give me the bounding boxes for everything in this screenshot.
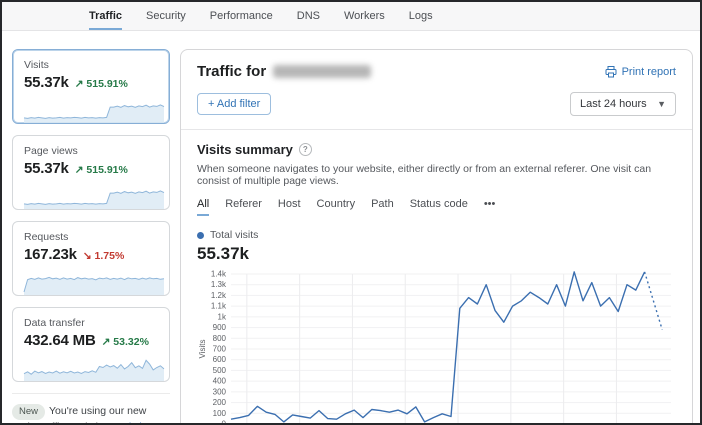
trend-up-arrow-icon: ↗ 515.91%	[74, 78, 128, 90]
svg-text:300: 300	[213, 387, 227, 396]
metric-card-data-transfer[interactable]: Data transfer 432.64 MB ↗ 53.32%	[12, 307, 170, 382]
metric-cards: Visits 55.37k ↗ 515.91% Page views 55.37k ↗ 5…	[12, 49, 170, 382]
visits-summary-section: Visits summary ? When someone navigates …	[181, 130, 692, 425]
svg-text:100: 100	[213, 409, 227, 418]
printer-icon	[605, 65, 617, 77]
nav-tab-security[interactable]: Security	[146, 10, 186, 22]
legend-dot-icon	[197, 231, 204, 239]
dimension-tab-country[interactable]: Country	[316, 198, 356, 210]
trend-up-arrow-icon: ↗ 53.32%	[101, 336, 149, 348]
time-range-value: Last 24 hours	[580, 98, 647, 110]
time-range-select[interactable]: Last 24 hours ▼	[570, 92, 676, 116]
svg-text:1.4k: 1.4k	[211, 270, 227, 279]
svg-text:600: 600	[213, 355, 227, 364]
notice-text: You're using our new Web Traffic analyti…	[12, 405, 147, 423]
svg-text:500: 500	[213, 366, 227, 375]
top-navigation: Traffic Security Performance DNS Workers Logs	[2, 2, 700, 31]
chevron-down-icon: ▼	[657, 99, 666, 109]
redacted-domain	[273, 65, 372, 78]
page-title-text: Traffic for	[197, 63, 267, 80]
svg-text:1.1k: 1.1k	[211, 302, 227, 311]
metric-label: Page views	[24, 145, 78, 157]
switch-back-link[interactable]: Switch back to the previous experience.	[12, 421, 163, 423]
dimension-tab-referer[interactable]: Referer	[225, 198, 262, 210]
svg-text:800: 800	[213, 334, 227, 343]
nav-tab-dns[interactable]: DNS	[296, 10, 320, 22]
visits-chart-wrap: 1.4k 1.3k 1.2k 1.1k 1k 900 800 700 600 500 400 300 2…	[197, 268, 676, 425]
metric-card-page-views[interactable]: Page views 55.37k ↗ 515.91%	[12, 135, 170, 210]
dimension-tabs: All Referer Host Country Path Status code •••	[197, 198, 676, 216]
svg-text:0: 0	[222, 420, 227, 425]
legend-label: Total visits	[210, 229, 259, 241]
dimension-tab-status-code[interactable]: Status code	[409, 198, 468, 210]
metric-label: Data transfer	[24, 317, 85, 329]
svg-text:200: 200	[213, 398, 227, 407]
metric-label: Visits	[24, 59, 49, 71]
metric-label: Requests	[24, 231, 69, 243]
sparkline-chart	[23, 276, 165, 295]
svg-text:1k: 1k	[218, 312, 227, 321]
content-area: Visits 55.37k ↗ 515.91% Page views 55.37k ↗ 5…	[2, 31, 700, 425]
section-title: Visits summary	[197, 142, 293, 157]
nav-tab-logs[interactable]: Logs	[408, 10, 433, 22]
panel-header: Traffic for Print report + Add filter	[181, 50, 692, 130]
more-tabs-icon[interactable]: •••	[483, 198, 496, 210]
metric-card-visits[interactable]: Visits 55.37k ↗ 515.91%	[12, 49, 170, 124]
metric-value: 432.64 MB	[24, 332, 96, 349]
dimension-tab-path[interactable]: Path	[371, 198, 394, 210]
metric-card-requests[interactable]: Requests 167.23k ↘ 1.75%	[12, 221, 170, 296]
traffic-panel: Traffic for Print report + Add filter	[180, 49, 693, 425]
svg-text:1.2k: 1.2k	[211, 291, 227, 300]
section-description: When someone navigates to your website, …	[197, 163, 652, 187]
metrics-sidebar: Visits 55.37k ↗ 515.91% Page views 55.37k ↗ 5…	[12, 49, 170, 423]
sparkline-chart	[23, 359, 165, 381]
add-filter-button[interactable]: + Add filter	[197, 93, 272, 115]
info-icon[interactable]: ?	[298, 143, 312, 156]
dimension-tab-all[interactable]: All	[197, 198, 210, 216]
nav-tab-traffic[interactable]: Traffic	[89, 2, 123, 30]
svg-text:1.3k: 1.3k	[211, 280, 227, 289]
sparkline-chart	[23, 190, 165, 209]
print-report-label: Print report	[621, 65, 676, 78]
chart-legend: Total visits	[197, 229, 676, 241]
page-title: Traffic for	[197, 63, 372, 80]
trend-up-arrow-icon: ↗ 515.91%	[74, 164, 128, 176]
metric-value: 55.37k	[24, 74, 69, 91]
nav-tab-performance[interactable]: Performance	[209, 10, 273, 22]
total-visits-value: 55.37k	[197, 244, 249, 263]
trend-down-arrow-icon: ↘ 1.75%	[82, 250, 125, 262]
nav-tab-workers[interactable]: Workers	[343, 10, 385, 22]
svg-text:700: 700	[213, 345, 227, 354]
metric-value: 167.23k	[24, 246, 77, 263]
svg-text:900: 900	[213, 323, 227, 332]
svg-text:400: 400	[213, 377, 227, 386]
svg-text:Visits: Visits	[198, 340, 207, 359]
new-badge: New	[12, 404, 46, 420]
print-report-button[interactable]: Print report	[605, 65, 676, 78]
metric-value: 55.37k	[24, 160, 69, 177]
sparkline-chart	[23, 104, 165, 123]
dimension-tab-host[interactable]: Host	[277, 198, 301, 210]
